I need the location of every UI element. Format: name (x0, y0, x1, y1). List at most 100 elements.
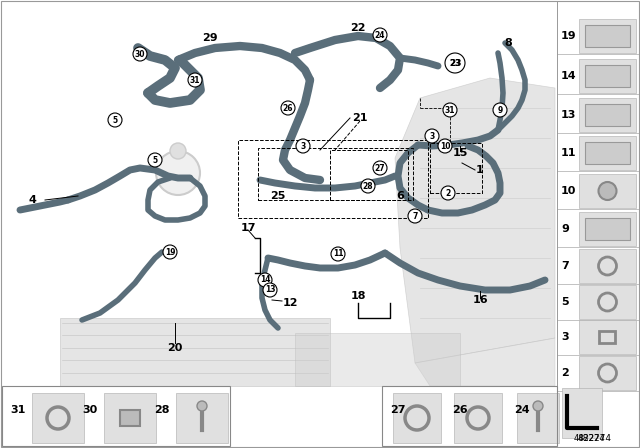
Circle shape (441, 186, 455, 200)
Text: 10: 10 (561, 186, 577, 196)
Bar (2, 386, 230, 446)
Circle shape (170, 143, 186, 159)
Text: 22: 22 (350, 23, 365, 33)
Circle shape (373, 161, 387, 175)
Text: 31: 31 (445, 105, 455, 115)
Circle shape (447, 55, 463, 71)
Circle shape (408, 209, 422, 223)
Bar (585, 65, 630, 87)
Text: 12: 12 (282, 298, 298, 308)
Text: 5: 5 (561, 297, 568, 307)
Text: 2: 2 (561, 368, 569, 378)
Circle shape (108, 113, 122, 127)
Text: 27: 27 (374, 164, 385, 172)
Bar (120, 410, 140, 426)
Bar (585, 104, 630, 126)
Text: 13: 13 (265, 285, 275, 294)
Text: 26: 26 (452, 405, 468, 415)
Text: 2: 2 (445, 189, 451, 198)
Text: 1: 1 (476, 165, 484, 175)
Text: 25: 25 (270, 191, 285, 201)
Text: 11: 11 (333, 250, 343, 258)
Bar (585, 218, 630, 240)
Polygon shape (415, 338, 555, 386)
Circle shape (296, 139, 310, 153)
Text: 18: 18 (350, 291, 365, 301)
Bar (579, 98, 636, 132)
Bar (579, 174, 636, 208)
Text: 3: 3 (561, 332, 568, 342)
Text: 10: 10 (440, 142, 451, 151)
Text: 13: 13 (561, 110, 577, 120)
Text: 7: 7 (561, 261, 569, 271)
Circle shape (445, 53, 465, 73)
Circle shape (281, 101, 295, 115)
Circle shape (373, 28, 387, 42)
Text: 14: 14 (260, 276, 270, 284)
Text: 24: 24 (514, 405, 530, 415)
Text: 30: 30 (83, 405, 98, 415)
Bar (32, 393, 84, 443)
Text: 7: 7 (412, 211, 418, 220)
Text: 28: 28 (154, 405, 170, 415)
Bar (598, 331, 614, 343)
Text: 29: 29 (202, 33, 218, 43)
Text: 11: 11 (561, 148, 577, 158)
Text: 21: 21 (352, 113, 368, 123)
Text: 19: 19 (164, 247, 175, 257)
Bar (258, 148, 413, 200)
Text: 6: 6 (396, 191, 404, 201)
Bar (238, 140, 428, 218)
Bar (382, 386, 557, 446)
Text: 482274: 482274 (574, 434, 606, 443)
Text: 5: 5 (152, 155, 157, 164)
Bar (579, 285, 636, 319)
Bar (579, 356, 636, 390)
Text: 3: 3 (300, 142, 306, 151)
Text: 5: 5 (113, 116, 118, 125)
Circle shape (188, 73, 202, 87)
Circle shape (197, 401, 207, 411)
Text: 23: 23 (449, 59, 461, 68)
Text: 31: 31 (189, 76, 200, 85)
Text: 31: 31 (10, 405, 26, 415)
Bar (579, 59, 636, 93)
Text: 27: 27 (390, 405, 406, 415)
Text: 19: 19 (561, 31, 577, 41)
Text: 17: 17 (240, 223, 256, 233)
Text: 15: 15 (452, 148, 468, 158)
Circle shape (425, 129, 439, 143)
Bar (585, 25, 630, 47)
Bar (562, 388, 602, 438)
Bar (585, 142, 630, 164)
Circle shape (148, 153, 162, 167)
Text: 3: 3 (429, 132, 435, 141)
Polygon shape (395, 78, 555, 363)
Text: 8: 8 (504, 38, 512, 48)
Bar (330, 150, 408, 200)
Bar (430, 143, 482, 193)
Text: 26: 26 (283, 103, 293, 112)
Bar (454, 393, 502, 443)
Bar (579, 19, 636, 53)
Polygon shape (60, 318, 330, 386)
Circle shape (533, 401, 543, 411)
Circle shape (438, 139, 452, 153)
Text: 9: 9 (497, 105, 502, 115)
Bar (579, 249, 636, 283)
Bar (579, 212, 636, 246)
Circle shape (163, 245, 177, 259)
Text: 20: 20 (167, 343, 182, 353)
Circle shape (493, 103, 507, 117)
Text: 28: 28 (363, 181, 373, 190)
Text: 482274: 482274 (578, 434, 612, 443)
Text: 4: 4 (28, 195, 36, 205)
Bar (176, 393, 228, 443)
Circle shape (263, 283, 277, 297)
Circle shape (361, 179, 375, 193)
Text: 23: 23 (449, 59, 461, 68)
Bar (393, 393, 441, 443)
Text: 14: 14 (561, 71, 577, 81)
Circle shape (331, 247, 345, 261)
Bar (579, 320, 636, 354)
